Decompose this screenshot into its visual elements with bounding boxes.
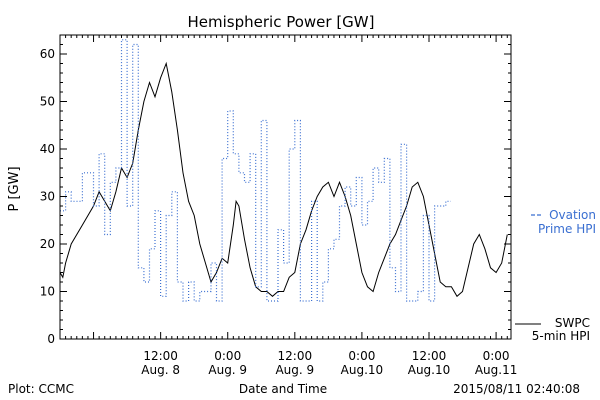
x-tick-label-time: 12:00 <box>278 349 313 363</box>
x-axis-label: Date and Time <box>239 382 327 396</box>
legend-swpc-line1: SWPC <box>555 316 590 330</box>
x-tick-label-time: 0:00 <box>214 349 241 363</box>
y-tick-label: 20 <box>40 237 55 251</box>
y-tick-label: 50 <box>40 95 55 109</box>
y-tick-label: 30 <box>40 190 55 204</box>
footer-plot-credit: Plot: CCMC <box>8 382 74 396</box>
legend-ovation-line1: Ovation <box>549 208 596 222</box>
footer-timestamp: 2015/08/11 02:40:08 <box>453 382 580 396</box>
x-tick-label-time: 12:00 <box>143 349 178 363</box>
chart-title: Hemispheric Power [GW] <box>188 13 375 31</box>
x-tick-label-date: Aug.10 <box>341 363 384 377</box>
x-tick-label-date: Aug. 9 <box>275 363 314 377</box>
x-tick-label-date: Aug.10 <box>408 363 451 377</box>
y-tick-label: 60 <box>40 47 55 61</box>
x-tick-label-date: Aug. 8 <box>141 363 180 377</box>
y-tick-label: 10 <box>40 285 55 299</box>
x-tick-label-time: 12:00 <box>412 349 447 363</box>
legend-ovation-line2: Prime HPI <box>538 222 596 236</box>
series-swpc-line <box>59 61 508 298</box>
x-tick-label-time: 0:00 <box>483 349 510 363</box>
x-tick-label-time: 0:00 <box>348 349 375 363</box>
x-tick-label-date: Aug. 9 <box>208 363 247 377</box>
y-tick-label: 0 <box>47 332 55 346</box>
legend-swpc-line2: 5-min HPI <box>532 329 590 343</box>
series-layer <box>59 39 508 302</box>
y-axis-label: P [GW] <box>7 166 22 211</box>
x-tick-label-date: Aug.11 <box>475 363 518 377</box>
series-ovation-prime-line <box>60 39 451 302</box>
y-tick-label: 40 <box>40 142 55 156</box>
